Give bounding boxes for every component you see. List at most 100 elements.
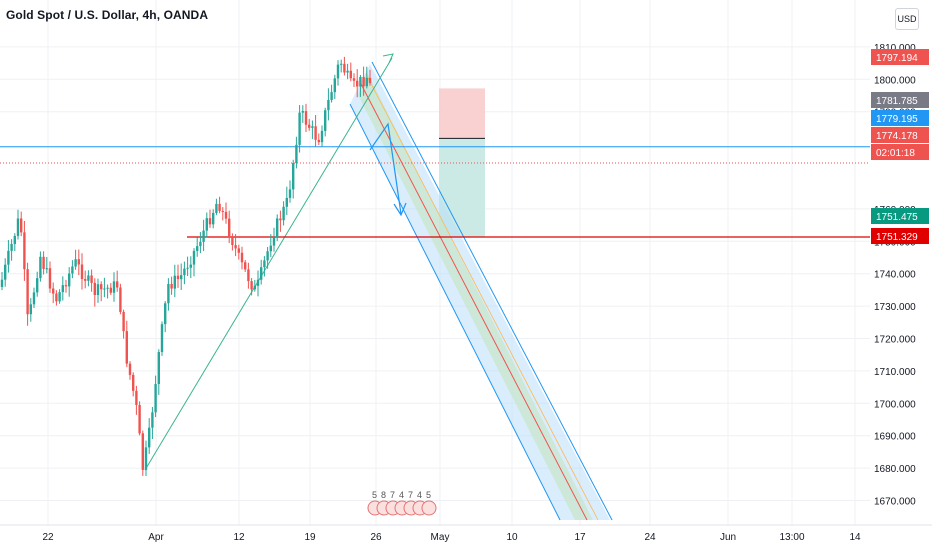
candle bbox=[16, 209, 20, 240]
candle-body bbox=[346, 70, 349, 73]
candle bbox=[362, 66, 365, 96]
price-label-text: 1781.785 bbox=[876, 96, 918, 107]
candle bbox=[359, 75, 362, 97]
candle bbox=[48, 261, 52, 293]
candle bbox=[13, 233, 16, 251]
candle bbox=[180, 263, 183, 291]
candle bbox=[154, 375, 157, 418]
candle-body bbox=[29, 304, 32, 315]
candle bbox=[279, 210, 282, 232]
x-tick-label: 19 bbox=[304, 532, 316, 543]
candle bbox=[256, 270, 260, 297]
event-label: 7 bbox=[390, 490, 395, 500]
candle-body bbox=[183, 268, 186, 276]
candle bbox=[64, 279, 68, 293]
candle bbox=[109, 283, 112, 295]
channel-upper-line bbox=[371, 61, 613, 521]
candle bbox=[29, 298, 32, 322]
candle-body bbox=[282, 206, 285, 221]
candle-body bbox=[192, 250, 196, 265]
candle-body bbox=[71, 266, 74, 274]
price-label: 1779.195 bbox=[871, 110, 929, 126]
y-tick-label: 1710.000 bbox=[874, 367, 916, 378]
candle bbox=[260, 259, 263, 285]
candle-body bbox=[80, 264, 84, 280]
candle-body bbox=[164, 303, 167, 325]
candle-body bbox=[170, 283, 173, 289]
candle bbox=[125, 320, 128, 368]
candle-body bbox=[208, 218, 212, 225]
candle-body bbox=[279, 218, 282, 221]
candle-body bbox=[247, 269, 250, 282]
candle-body bbox=[109, 287, 112, 293]
candle bbox=[4, 258, 7, 287]
candle bbox=[148, 418, 151, 454]
candle-body bbox=[359, 77, 362, 87]
candle bbox=[317, 133, 320, 146]
candle-body bbox=[4, 264, 7, 280]
candle-body bbox=[231, 237, 234, 246]
price-label-text: 1751.475 bbox=[876, 212, 918, 223]
candle-body bbox=[237, 248, 240, 253]
candle-body bbox=[135, 390, 138, 405]
candle bbox=[20, 211, 23, 237]
candle-body bbox=[311, 126, 314, 128]
candle bbox=[199, 232, 202, 254]
candle bbox=[285, 186, 288, 215]
candle bbox=[138, 401, 141, 436]
candle bbox=[10, 239, 13, 261]
candle-body bbox=[340, 63, 343, 65]
candle-body bbox=[266, 251, 269, 261]
candle-body bbox=[176, 275, 180, 280]
candle bbox=[61, 276, 64, 301]
candle-body bbox=[362, 77, 365, 87]
price-label: 1774.178 bbox=[871, 127, 929, 143]
candle-body bbox=[308, 124, 311, 128]
y-tick-label: 1740.000 bbox=[874, 270, 916, 281]
candle-body bbox=[180, 275, 183, 280]
candle bbox=[0, 272, 4, 291]
price-label-text: 02:01:18 bbox=[876, 148, 915, 159]
candle-body bbox=[320, 130, 324, 143]
candle-body bbox=[314, 126, 317, 140]
price-label-box bbox=[871, 228, 929, 244]
candle bbox=[208, 209, 212, 228]
candle-body bbox=[368, 77, 372, 84]
candle-body bbox=[96, 284, 100, 296]
candle bbox=[215, 198, 218, 216]
candle-body bbox=[87, 275, 90, 281]
price-label-box bbox=[871, 208, 929, 224]
candle-body bbox=[64, 285, 68, 287]
candle bbox=[314, 115, 317, 147]
candle bbox=[122, 309, 125, 339]
candle bbox=[170, 276, 173, 295]
x-tick-label: 10 bbox=[506, 532, 518, 543]
candle bbox=[71, 260, 74, 279]
candle-body bbox=[186, 267, 189, 269]
candle-body bbox=[119, 287, 122, 312]
candle-body bbox=[84, 279, 87, 281]
candle bbox=[269, 234, 272, 258]
candle bbox=[330, 84, 333, 103]
candle-body bbox=[253, 285, 256, 290]
candle bbox=[45, 256, 48, 274]
candle-body bbox=[228, 218, 231, 238]
candle-body bbox=[256, 279, 260, 286]
candle-body bbox=[189, 264, 192, 268]
candle bbox=[176, 264, 180, 288]
candle bbox=[96, 278, 100, 303]
event-label: 5 bbox=[372, 490, 377, 500]
candle-body bbox=[167, 283, 170, 304]
x-tick-label: 26 bbox=[370, 532, 382, 543]
candle bbox=[132, 372, 135, 397]
candle-body bbox=[269, 245, 272, 252]
candle-body bbox=[160, 324, 164, 353]
channel-inner bbox=[358, 72, 593, 520]
candle bbox=[7, 240, 10, 273]
candle-body bbox=[250, 281, 253, 290]
candle bbox=[253, 279, 256, 292]
currency-button[interactable]: USD bbox=[895, 8, 919, 30]
candle bbox=[212, 209, 215, 229]
candle-body bbox=[263, 260, 266, 268]
